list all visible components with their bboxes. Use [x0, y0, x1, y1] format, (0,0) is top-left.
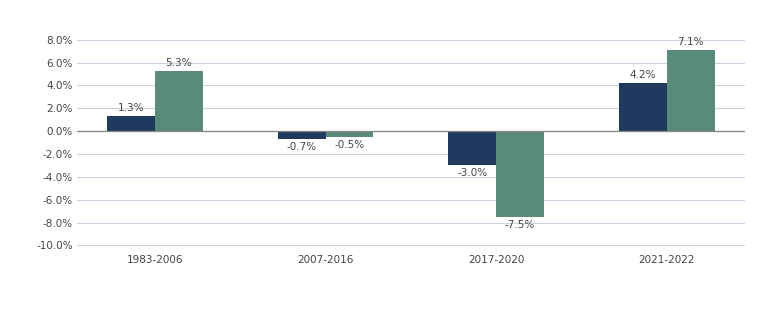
Text: 7.1%: 7.1% [677, 37, 704, 47]
Bar [326, 131, 373, 137]
Text: 4.2%: 4.2% [630, 70, 656, 80]
Text: -7.5%: -7.5% [505, 220, 535, 230]
Bar [496, 131, 544, 217]
Bar [108, 116, 155, 131]
Bar [449, 131, 496, 166]
Text: -3.0%: -3.0% [457, 168, 488, 178]
Text: 5.3%: 5.3% [166, 58, 192, 68]
Text: -0.7%: -0.7% [286, 142, 316, 152]
Bar [278, 131, 326, 139]
Text: 1.3%: 1.3% [118, 103, 144, 113]
Text: -0.5%: -0.5% [334, 140, 365, 150]
Bar [155, 71, 203, 131]
Bar [619, 83, 667, 131]
Bar [667, 50, 714, 131]
